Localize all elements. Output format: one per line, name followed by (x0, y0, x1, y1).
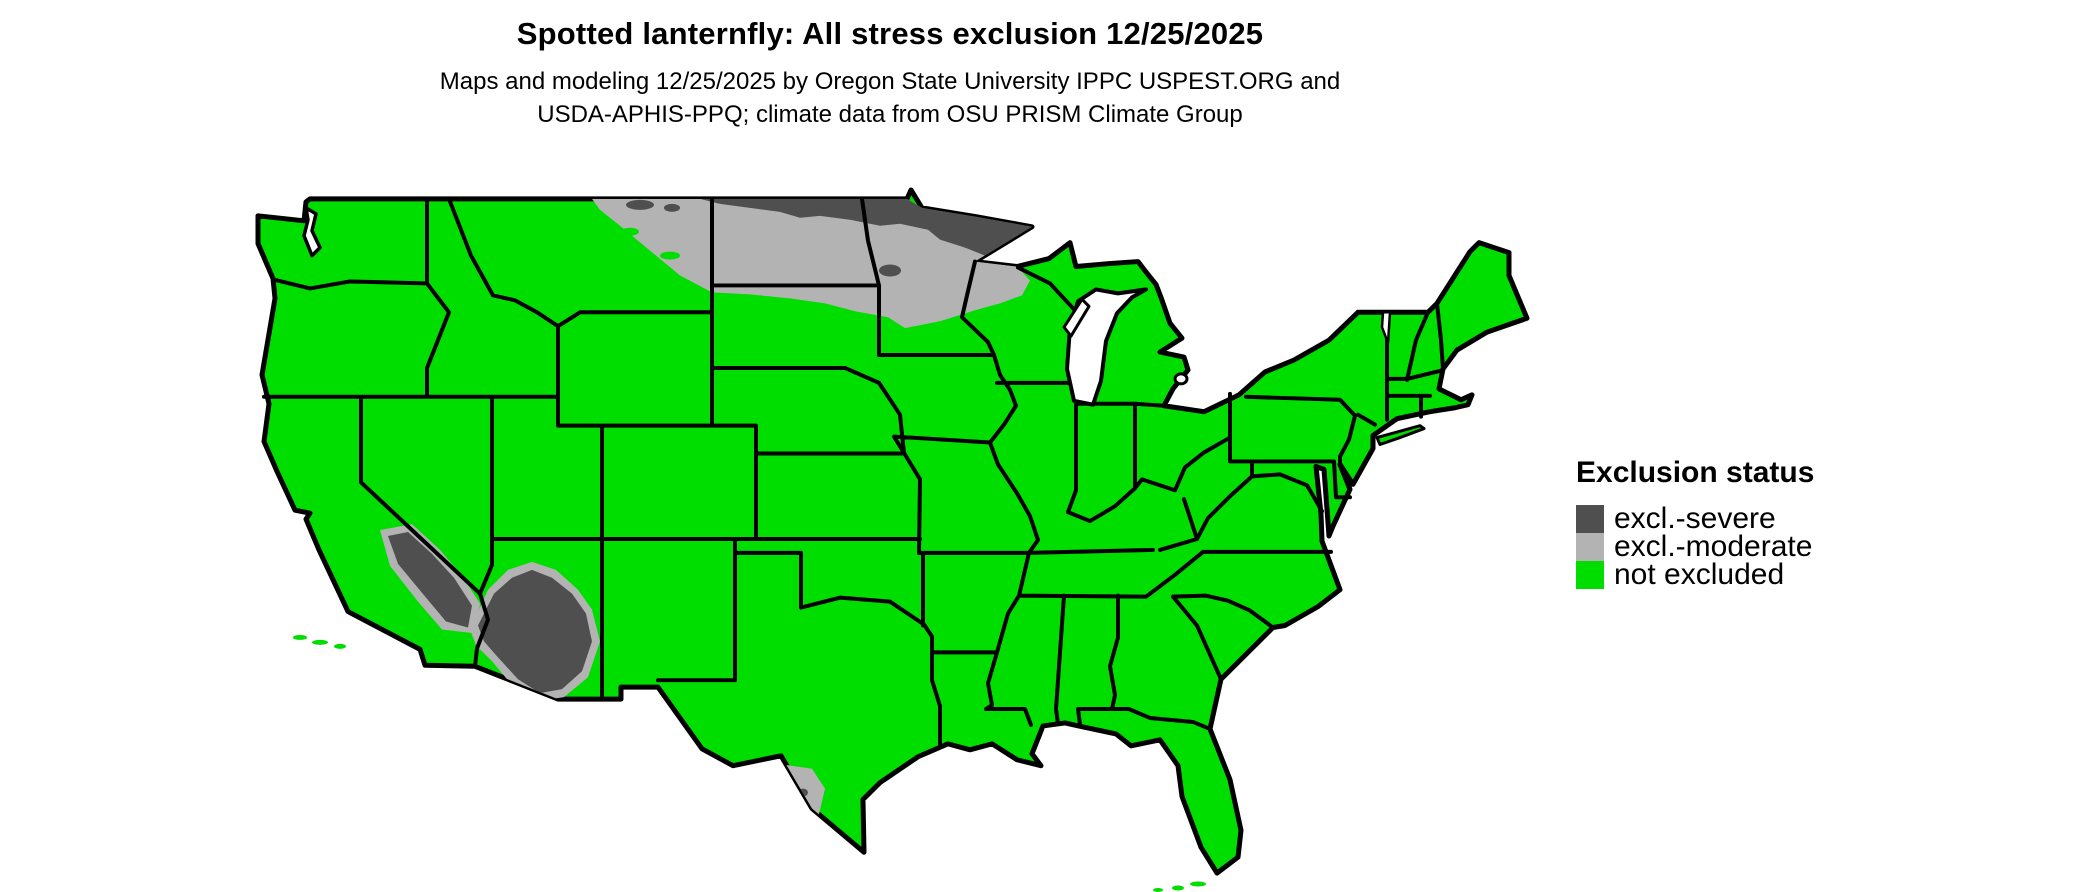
legend-row-not-excluded: not excluded (1576, 558, 1814, 591)
moderate-swatch (1576, 533, 1604, 561)
not-excluded-swatch (1576, 561, 1604, 589)
raster-severe-speck (879, 264, 901, 277)
green-bay (1062, 297, 1091, 338)
legend-title: Exclusion status (1576, 456, 1815, 489)
raster-severe-north (700, 198, 1032, 256)
lake-michigan (1065, 287, 1148, 407)
figure-subtitle: Maps and modeling 12/25/2025 by Oregon S… (90, 65, 1690, 131)
land-not-excluded (255, 187, 1530, 876)
channel-islands (293, 634, 346, 649)
subtitle-line-2: USDA-APHIS-PPQ; climate data from OSU PR… (537, 101, 1243, 128)
exclusion-raster-layer (380, 198, 1032, 835)
long-island (1375, 424, 1426, 447)
legend-row-moderate: excl.-moderate (1576, 530, 1814, 563)
raster-severe-speck (806, 817, 814, 824)
figure-header: Spotted lanternfly: All stress exclusion… (90, 16, 1690, 131)
subtitle-line-1: Maps and modeling 12/25/2025 by Oregon S… (439, 68, 1341, 95)
raster-severe-speck (626, 199, 654, 210)
raster-green-speck (660, 251, 680, 260)
lake-champlain (1380, 311, 1392, 345)
raster-green-speck (621, 227, 639, 236)
us-map (255, 187, 1530, 892)
not-excluded-label: not excluded (1614, 558, 1785, 591)
legend-row-severe: excl.-severe (1576, 502, 1814, 535)
legend: Exclusion status excl.-severe excl.-mode… (1576, 456, 1815, 591)
puget-sound (302, 206, 322, 258)
raster-severe-arizona (478, 569, 592, 694)
raster-severe-sierra (388, 532, 472, 628)
florida-keys (1153, 881, 1206, 892)
raster-moderate-north (592, 198, 1032, 329)
severe-swatch (1576, 505, 1604, 533)
severe-label: excl.-severe (1614, 502, 1776, 535)
lake-st-clair (1173, 372, 1189, 386)
page-title: Spotted lanternfly: All stress exclusion… (516, 16, 1264, 51)
raster-severe-speck (664, 203, 680, 212)
moderate-label: excl.-moderate (1614, 530, 1813, 563)
state-borders (262, 196, 1445, 748)
